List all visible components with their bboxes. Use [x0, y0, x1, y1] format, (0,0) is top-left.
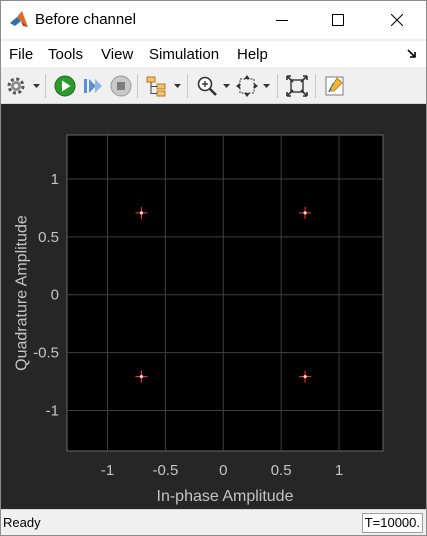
maximize-icon	[332, 14, 344, 26]
stop-icon[interactable]	[109, 74, 133, 98]
x-tick-label: 0.5	[271, 462, 292, 479]
menu-help[interactable]: Help	[237, 46, 268, 63]
close-button[interactable]	[368, 1, 426, 39]
close-icon	[391, 14, 403, 26]
axes-background[interactable]	[66, 134, 384, 452]
dock-arrow-icon[interactable]	[407, 47, 419, 59]
toolbar	[1, 69, 426, 104]
menu-simulation[interactable]: Simulation	[149, 46, 220, 63]
x-tick-label: 0	[219, 462, 227, 479]
grid-lines	[67, 135, 383, 451]
scope-figure: -1 -0.5 0 0.5 1 1 0.5 0 -0.5 -1 In-phase Amplitu…	[1, 104, 426, 509]
window-title: Before channel	[35, 11, 136, 28]
y-tick-label: 1	[51, 171, 59, 188]
constellation-plot: -1 -0.5 0 0.5 1 1 0.5 0 -0.5 -1 In-phase Amplitu…	[14, 134, 384, 505]
y-tick-label: 0	[51, 287, 59, 304]
toolbar-separator	[45, 74, 46, 98]
y-axis-label: Quadrature Amplitude	[14, 215, 31, 371]
x-tick-label: -1	[101, 462, 114, 479]
x-tick-labels: -1 -0.5 0 0.5 1	[101, 462, 343, 479]
chevron-down-icon[interactable]	[223, 83, 230, 89]
data-point	[135, 206, 148, 219]
data-point	[299, 206, 312, 219]
y-tick-labels: 1 0.5 0 -0.5 -1	[33, 171, 59, 420]
y-tick-label: 0.5	[38, 229, 59, 246]
autoscale-icon[interactable]	[285, 74, 309, 98]
minimize-icon	[276, 20, 288, 21]
y-tick-label: -1	[46, 402, 59, 419]
signal-hierarchy-icon[interactable]	[145, 74, 169, 98]
menu-bar: File Tools View Simulation Help	[1, 41, 426, 67]
step-forward-icon[interactable]	[81, 74, 105, 98]
x-axis-label: In-phase Amplitude	[157, 488, 294, 505]
chevron-down-icon[interactable]	[263, 83, 270, 89]
menu-tools[interactable]: Tools	[48, 46, 84, 63]
matlab-icon	[10, 11, 28, 27]
toolbar-separator	[315, 74, 316, 98]
data-point-core	[303, 374, 307, 379]
data-point	[135, 370, 148, 383]
x-tick-label: -0.5	[152, 462, 178, 479]
maximize-button[interactable]	[309, 1, 367, 39]
data-point-core	[303, 211, 307, 215]
data-point	[299, 370, 312, 383]
y-tick-label: -0.5	[33, 345, 59, 362]
status-bar: Ready T=10000.	[1, 509, 426, 535]
x-tick-label: 1	[335, 462, 343, 479]
gear-icon[interactable]	[4, 74, 28, 98]
highlight-icon[interactable]	[323, 74, 347, 98]
minimize-button[interactable]	[253, 1, 311, 39]
toolbar-separator	[137, 74, 138, 98]
zoom-in-icon[interactable]	[195, 74, 219, 98]
simulation-time: T=10000.	[361, 513, 423, 533]
chevron-down-icon[interactable]	[174, 83, 181, 89]
data-point-core	[139, 211, 144, 215]
data-point-core	[139, 374, 144, 379]
status-text: Ready	[3, 515, 41, 530]
menu-file[interactable]: File	[9, 46, 34, 63]
fit-to-view-icon[interactable]	[235, 74, 259, 98]
chevron-down-icon[interactable]	[33, 83, 40, 89]
run-icon[interactable]	[53, 74, 77, 98]
title-bar: Before channel	[1, 1, 426, 39]
toolbar-separator	[187, 74, 188, 98]
data-points	[135, 206, 312, 383]
toolbar-separator	[277, 74, 278, 98]
menu-view[interactable]: View	[101, 46, 134, 63]
